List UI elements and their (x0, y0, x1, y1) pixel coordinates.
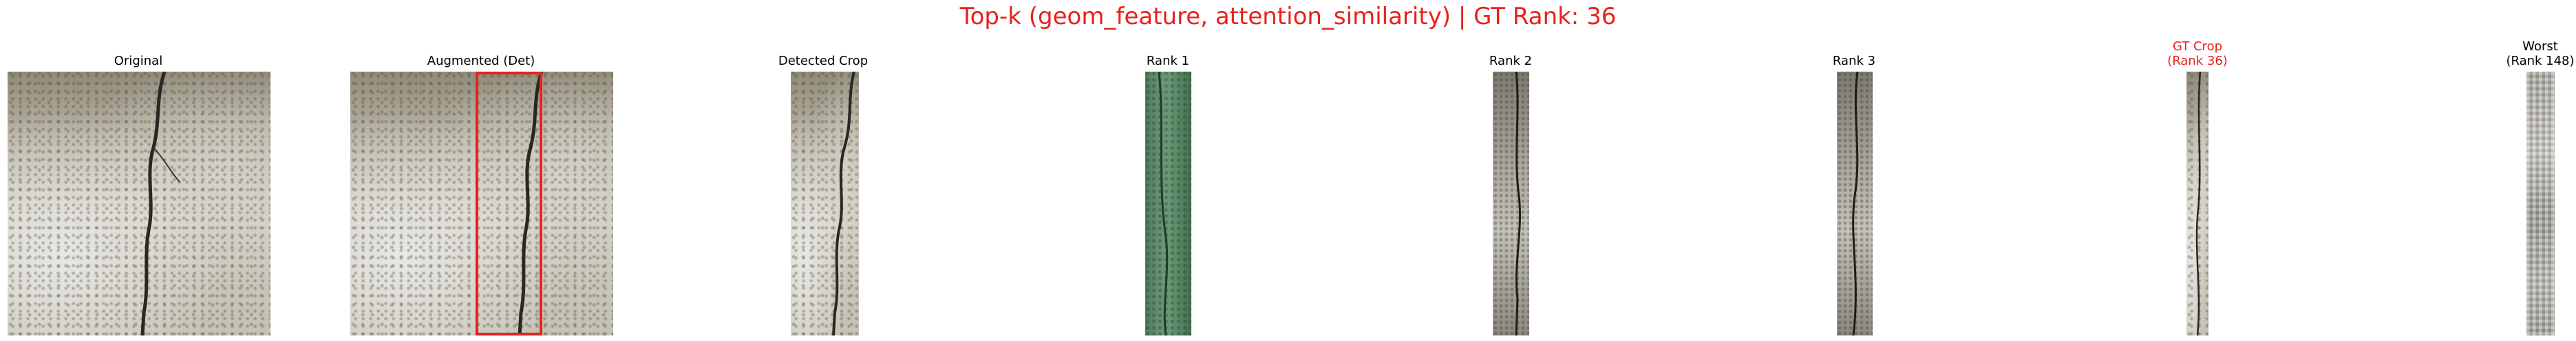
panel-detected-crop-title: Detected Crop (778, 54, 869, 68)
crack-line (1852, 72, 1859, 335)
crack-line (140, 72, 180, 335)
panel-rank-1-title: Rank 1 (1146, 54, 1190, 68)
augmented-image (350, 72, 613, 335)
crack-line (1158, 72, 1169, 335)
worst-title-line2: (Rank 148) (2506, 54, 2575, 68)
panel-rank-3-title: Rank 3 (1832, 54, 1876, 68)
gt-crop-image (2186, 72, 2208, 335)
crack-line (1515, 72, 1521, 335)
panel-original-title: Original (114, 54, 163, 68)
panel-augmented-title: Augmented (Det) (427, 54, 535, 68)
detection-box (476, 72, 542, 335)
rank-2-image (1493, 72, 1529, 335)
gt-crop-title-line2: (Rank 36) (2167, 54, 2228, 68)
detected-crop-image (791, 72, 859, 335)
figure-suptitle: Top-k (geom_feature, attention_similarit… (959, 3, 1617, 30)
rank-3-image (1837, 72, 1873, 335)
panel-rank-2-title: Rank 2 (1489, 54, 1533, 68)
original-image (8, 72, 270, 335)
crack-line (476, 72, 544, 335)
crack-line (2195, 72, 2202, 335)
crack-line (832, 72, 855, 335)
rank-1-image (1145, 72, 1191, 335)
gt-crop-title-line1: GT Crop (2172, 39, 2223, 54)
panel-worst-title: Worst (Rank 148) (2409, 39, 2576, 68)
worst-title-line1: Worst (2522, 39, 2558, 54)
panel-gt-crop-title: GT Crop (Rank 36) (2067, 39, 2328, 68)
worst-image (2526, 72, 2555, 335)
